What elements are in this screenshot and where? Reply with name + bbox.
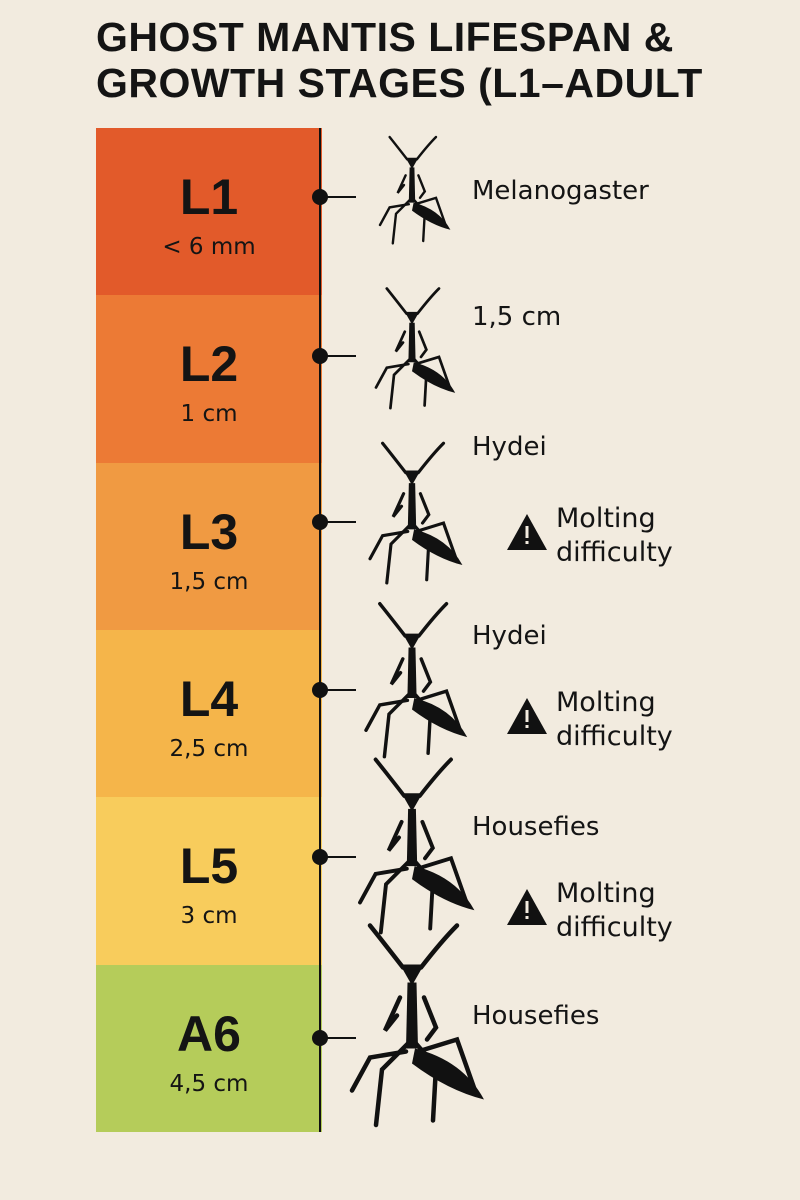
mantis-icon bbox=[358, 757, 477, 935]
mantis-icon bbox=[368, 441, 464, 585]
food: Housefies bbox=[472, 1001, 600, 1031]
warning-mark bbox=[525, 901, 529, 913]
warning-text: Molting bbox=[556, 503, 656, 534]
mantis-icon bbox=[378, 135, 452, 245]
warning-mark bbox=[525, 916, 529, 919]
warning-mark bbox=[525, 725, 529, 728]
warning-mark bbox=[525, 541, 529, 544]
stage-size: 4,5 cm bbox=[169, 1070, 249, 1097]
stage-size: < 6 mm bbox=[162, 234, 256, 260]
warning-text: Molting bbox=[556, 878, 656, 909]
title: GHOST MANTIS LIFESPAN & GROWTH STAGES (L… bbox=[96, 14, 703, 106]
mantis-icon bbox=[374, 287, 457, 410]
stage-size: 3 cm bbox=[180, 903, 238, 930]
stage-label: L3 bbox=[179, 503, 239, 560]
food: Hydei bbox=[472, 621, 547, 651]
mantis-icon bbox=[364, 602, 469, 759]
stage-band bbox=[96, 295, 322, 464]
stage-band bbox=[96, 462, 322, 631]
warning-text: difficulty bbox=[556, 912, 673, 943]
stage-label: L1 bbox=[179, 169, 239, 225]
food: Housefies bbox=[472, 812, 600, 842]
stage-size: 2,5 cm bbox=[169, 736, 249, 762]
warning-mark bbox=[525, 710, 529, 722]
warning-text: difficulty bbox=[556, 721, 673, 752]
food: Hydei bbox=[472, 432, 547, 462]
stage-size: 1,5 cm bbox=[169, 568, 249, 595]
stage-label: L2 bbox=[179, 336, 239, 393]
warning-text: difficulty bbox=[556, 537, 673, 568]
title-line: GHOST MANTIS LIFESPAN & bbox=[96, 14, 674, 60]
stage-band bbox=[96, 964, 322, 1133]
stage-band bbox=[96, 797, 322, 966]
stage-band bbox=[96, 128, 322, 296]
stage-size: 1 cm bbox=[180, 401, 238, 428]
stage-label: L5 bbox=[179, 838, 239, 895]
warning-text: Molting bbox=[556, 687, 656, 718]
food: 1,5 cm bbox=[472, 302, 562, 332]
mantis-icon bbox=[352, 926, 484, 1126]
stage-label: A6 bbox=[177, 1005, 241, 1062]
food: Melanogaster bbox=[472, 176, 649, 206]
stage-band bbox=[96, 630, 322, 798]
stage-label: L4 bbox=[179, 671, 239, 727]
warning-mark bbox=[525, 526, 529, 538]
title-line: GROWTH STAGES (L1–ADULT bbox=[96, 60, 703, 106]
